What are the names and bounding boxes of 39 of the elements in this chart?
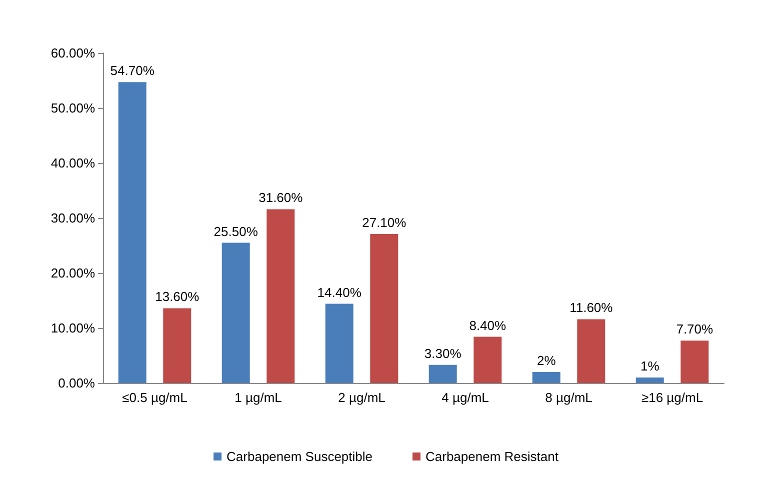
- y-tick-label: 20.00%: [50, 266, 96, 280]
- bar: [370, 234, 398, 383]
- data-label: 27.10%: [362, 214, 407, 230]
- data-label: 25.50%: [214, 224, 258, 239]
- data-label: 3.30%: [424, 346, 462, 361]
- bar: [577, 319, 606, 383]
- x-tick-label: 1 µg/mL: [234, 390, 282, 405]
- bar: [163, 308, 192, 383]
- bar: [532, 372, 560, 383]
- bar: [266, 209, 295, 383]
- legend-label: Carbapenem Resistant: [426, 449, 559, 464]
- legend-label: Carbapenem Susceptible: [226, 449, 373, 464]
- x-tick-label: 4 µg/mL: [442, 390, 489, 405]
- bar: [222, 242, 250, 383]
- y-tick-label: 10.00%: [50, 320, 96, 336]
- x-tick-label: 8 µg/mL: [545, 390, 592, 405]
- y-tick-label: 40.00%: [50, 156, 96, 170]
- data-label: 7.70%: [676, 322, 714, 337]
- data-label: 13.60%: [155, 289, 200, 304]
- data-label: 2%: [536, 353, 556, 368]
- bar: [636, 378, 664, 383]
- data-label: 54.70%: [110, 63, 155, 78]
- data-label: 14.40%: [317, 284, 362, 300]
- y-tick-label: 60.00%: [50, 46, 96, 60]
- data-label: 31.60%: [258, 190, 304, 206]
- y-tick-label: 50.00%: [50, 100, 96, 116]
- bar: [325, 304, 354, 383]
- bar: [118, 82, 146, 383]
- data-label: 8.40%: [469, 318, 507, 333]
- y-tick-label: 0.00%: [58, 376, 96, 390]
- data-label: 11.60%: [570, 300, 614, 316]
- x-tick-label: 2 µg/mL: [338, 390, 386, 405]
- bar: [474, 336, 502, 383]
- x-tick-label: ≤0.5 µg/mL: [122, 390, 188, 405]
- x-tick-label: ≥16 µg/mL: [641, 390, 704, 405]
- y-tick-label: 30.00%: [50, 210, 96, 226]
- bar: [428, 364, 457, 383]
- data-label: 1%: [640, 358, 660, 374]
- bar: [680, 340, 709, 383]
